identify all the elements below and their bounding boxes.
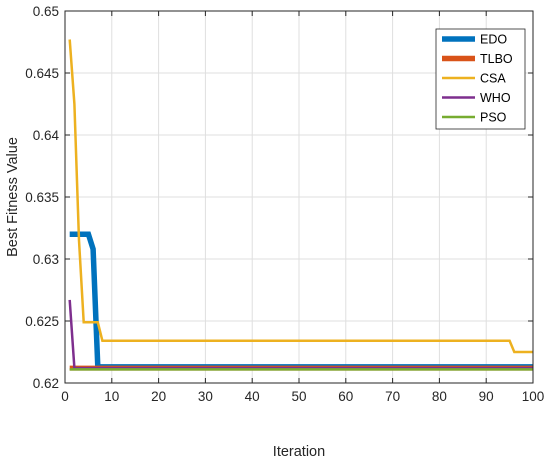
x-tick-label: 20 [151, 389, 166, 404]
legend: EDO TLBO CSA WHO PSO [435, 28, 526, 130]
x-tick-label: 40 [245, 389, 260, 404]
x-tick-label: 50 [291, 389, 306, 404]
series-lines [68, 39, 533, 371]
x-tick-label: 80 [432, 389, 447, 404]
y-tick-label: 0.65 [33, 4, 59, 19]
legend-label-tlbo: TLBO [480, 52, 513, 66]
series-line-who [68, 299, 533, 370]
series-line-csa [68, 39, 533, 354]
y-tick-label: 0.635 [25, 190, 59, 205]
x-tick-label: 70 [385, 389, 400, 404]
x-axis-title: Iteration [273, 444, 325, 460]
x-tick-label: 90 [479, 389, 494, 404]
axis-ticks: 0 10 20 30 40 50 60 70 80 90 100 0.62 0.625 0.63 0.635… [25, 4, 544, 404]
legend-label-pso: PSO [480, 111, 507, 125]
x-tick-label: 0 [61, 389, 69, 404]
x-tick-label: 10 [104, 389, 119, 404]
y-axis-title: Best Fitness Value [5, 137, 21, 257]
x-tick-label: 100 [522, 389, 545, 404]
x-tick-label: 60 [338, 389, 353, 404]
legend-label-edo: EDO [480, 33, 507, 47]
y-tick-label: 0.64 [33, 128, 60, 143]
legend-label-csa: CSA [480, 72, 506, 86]
y-tick-label: 0.645 [25, 66, 59, 81]
legend-label-who: WHO [480, 91, 511, 105]
y-tick-label: 0.625 [25, 314, 59, 329]
x-tick-label: 30 [198, 389, 213, 404]
y-tick-label: 0.63 [33, 252, 59, 267]
y-tick-label: 0.62 [33, 376, 59, 391]
